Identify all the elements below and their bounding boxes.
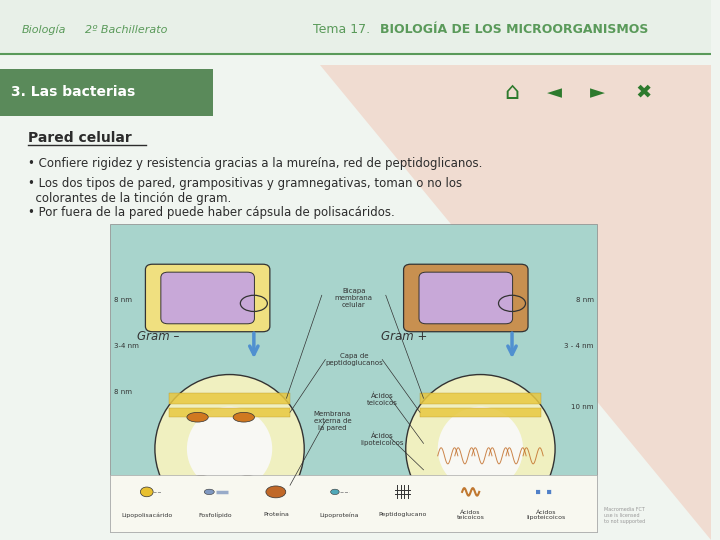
Text: • Confiere rigidez y resistencia gracias a la mureína, red de peptidoglicanos.: • Confiere rigidez y resistencia gracias… (29, 157, 483, 170)
Text: BIOLOGÍA DE LOS MICROORGANISMOS: BIOLOGÍA DE LOS MICROORGANISMOS (380, 23, 649, 36)
FancyBboxPatch shape (145, 264, 270, 332)
Ellipse shape (187, 413, 208, 422)
Ellipse shape (191, 476, 212, 485)
Ellipse shape (406, 375, 555, 523)
Text: ⌂: ⌂ (505, 80, 520, 104)
Ellipse shape (204, 489, 215, 495)
FancyBboxPatch shape (169, 393, 290, 403)
Text: • Por fuera de la pared puede haber cápsula de polisacáridos.: • Por fuera de la pared puede haber cáps… (29, 206, 395, 219)
FancyBboxPatch shape (420, 393, 541, 403)
Text: Peptidoglucano: Peptidoglucano (378, 512, 427, 517)
FancyBboxPatch shape (404, 264, 528, 332)
FancyBboxPatch shape (110, 224, 598, 532)
Text: 10 nm: 10 nm (571, 404, 594, 410)
FancyBboxPatch shape (0, 69, 213, 116)
Text: Ácidos
lipoteicoicos: Ácidos lipoteicoicos (361, 433, 404, 446)
Text: Lipoproteína: Lipoproteína (320, 512, 359, 518)
Circle shape (140, 487, 153, 497)
Text: Ácidos
teicoicos: Ácidos teicoicos (456, 510, 485, 521)
Text: ►: ► (590, 83, 605, 102)
Ellipse shape (438, 407, 523, 491)
FancyBboxPatch shape (169, 494, 290, 504)
Text: ✖: ✖ (635, 83, 652, 102)
Text: Bicapa
membrana
celular: Bicapa membrana celular (335, 288, 373, 308)
Text: 8 nm: 8 nm (576, 296, 594, 302)
Text: Gram +: Gram + (381, 329, 427, 342)
Text: Capa de
peptidoglucanos: Capa de peptidoglucanos (325, 353, 382, 366)
Text: 8 nm: 8 nm (114, 389, 132, 395)
FancyBboxPatch shape (110, 475, 598, 532)
FancyBboxPatch shape (0, 0, 711, 54)
Text: Ácidos
teicoicos: Ácidos teicoicos (366, 393, 397, 406)
Text: 3. Las bacterias: 3. Las bacterias (11, 85, 135, 99)
Ellipse shape (237, 476, 258, 485)
Text: 3-4 nm: 3-4 nm (114, 343, 139, 349)
Text: Membrana
externa de
la pared: Membrana externa de la pared (314, 411, 351, 431)
FancyBboxPatch shape (419, 272, 513, 324)
Text: Pared celular: Pared celular (29, 131, 132, 145)
Text: Tema 17.: Tema 17. (313, 23, 374, 36)
Text: 2º Bachillerato: 2º Bachillerato (86, 25, 168, 35)
Ellipse shape (233, 413, 254, 422)
Text: Fosfolípido: Fosfolípido (198, 512, 232, 518)
Text: Lipopolisacárido: Lipopolisacárido (121, 512, 172, 518)
Ellipse shape (266, 486, 286, 498)
FancyBboxPatch shape (420, 408, 541, 416)
FancyBboxPatch shape (161, 272, 254, 324)
Ellipse shape (187, 407, 272, 491)
Text: Macromedia FCT
use is licensed
to not supported: Macromedia FCT use is licensed to not su… (604, 507, 646, 524)
Text: • Los dos tipos de pared, grampositivas y gramnegativas, toman o no los
  colora: • Los dos tipos de pared, grampositivas … (29, 177, 462, 205)
Text: Proteína: Proteína (263, 512, 289, 517)
Text: 8 nm: 8 nm (114, 296, 132, 302)
FancyBboxPatch shape (420, 481, 541, 489)
Text: 3 - 4 nm: 3 - 4 nm (564, 343, 594, 349)
Text: ◄: ◄ (547, 83, 562, 102)
Text: Gram –: Gram – (137, 329, 179, 342)
Ellipse shape (330, 489, 339, 495)
Ellipse shape (155, 375, 305, 523)
FancyBboxPatch shape (169, 481, 290, 489)
FancyBboxPatch shape (169, 408, 290, 416)
FancyBboxPatch shape (420, 494, 541, 504)
Text: Biología: Biología (22, 24, 66, 35)
Text: Ácidos
lipoteicoicos: Ácidos lipoteicoicos (526, 510, 566, 521)
Polygon shape (320, 65, 711, 540)
